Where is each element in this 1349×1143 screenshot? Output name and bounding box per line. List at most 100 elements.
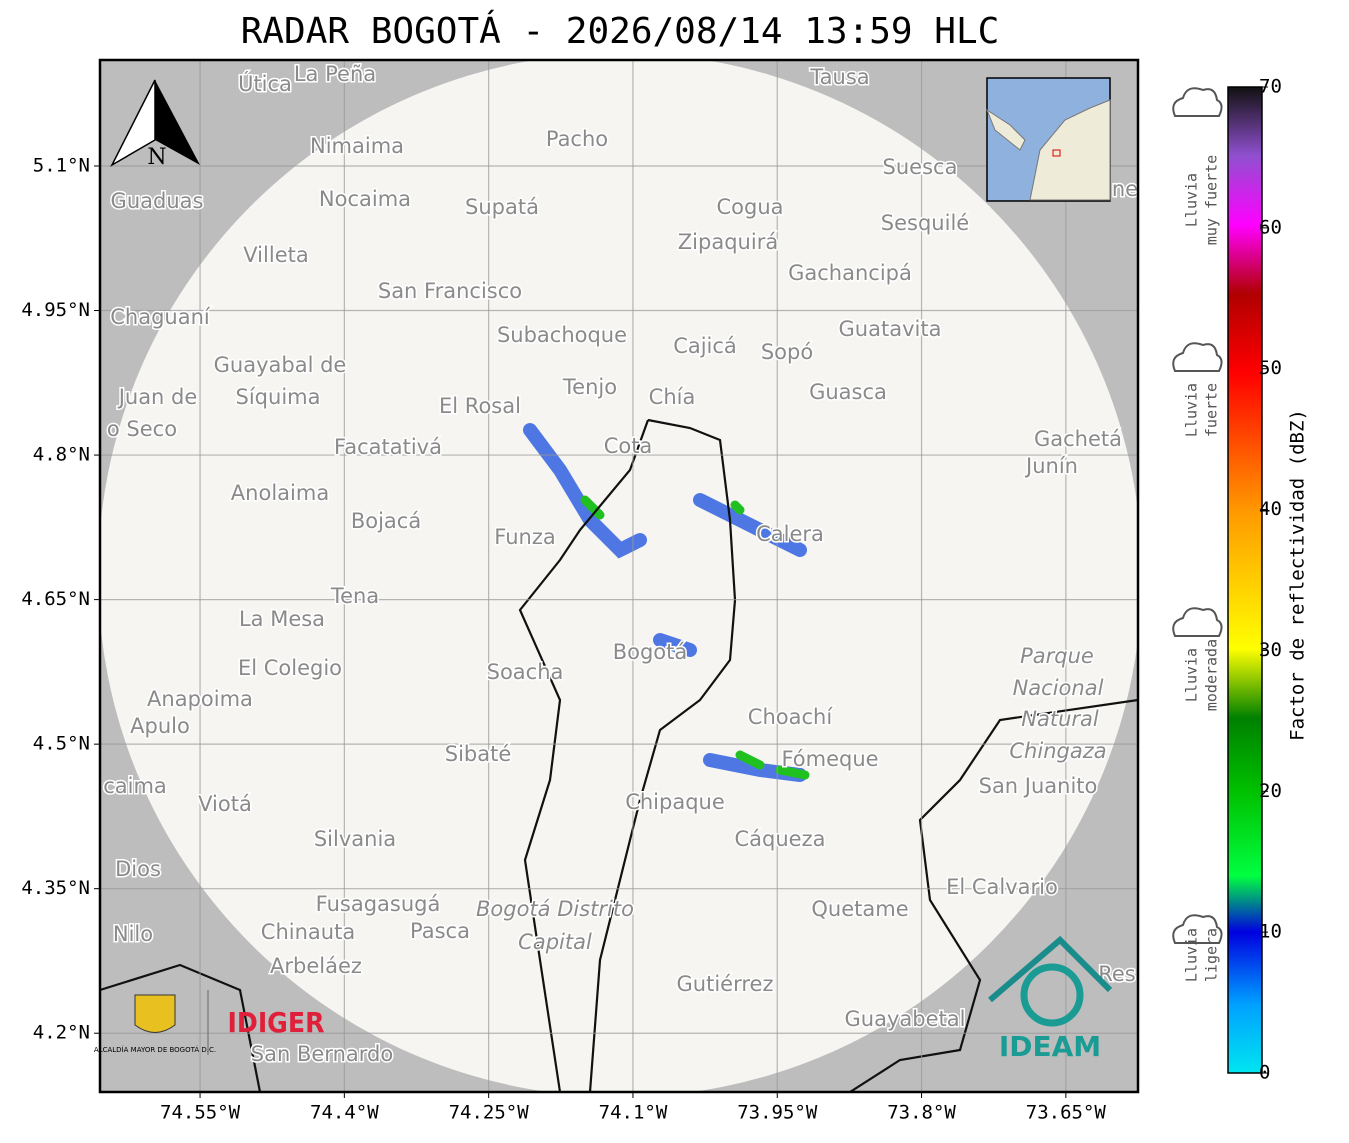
rain-category: Lluvia: [1183, 383, 1201, 437]
north-label: N: [147, 145, 166, 170]
place-label: Guatavita: [839, 317, 942, 341]
place-label: Cogua: [716, 195, 783, 219]
y-tick-label: 4.5°N: [33, 733, 90, 755]
place-label: Quetame: [811, 897, 908, 921]
place-label: Tena: [330, 584, 379, 608]
place-label: Apulo: [130, 714, 190, 738]
rain-category: Lluvia: [1183, 648, 1201, 702]
place-label: Natural: [1021, 707, 1099, 731]
radar-echo: [580, 495, 810, 780]
place-label: Funza: [494, 525, 555, 549]
boundary: [100, 418, 1138, 1092]
x-tick-label: 74.1°W: [599, 1102, 668, 1124]
x-tick-label: 74.4°W: [310, 1102, 379, 1124]
place-label: Nimaima: [310, 134, 404, 158]
logo-idiger: IDIGER: [228, 1006, 325, 1039]
place-label: El Calvario: [946, 875, 1058, 899]
place-label: Bogotá Distrito: [476, 897, 634, 921]
place-label: Anapoima: [147, 687, 253, 711]
colorbar-tick-label: 0: [1259, 1062, 1270, 1084]
logo-caption: ALCALDÍA MAYOR DE BOGOTÁ D.C.: [94, 1045, 216, 1054]
place-label: Tausa: [809, 65, 869, 89]
title: RADAR BOGOTÁ - 2026/08/14 13:59 HLC: [241, 10, 1000, 52]
place-label: San Juanito: [979, 774, 1098, 798]
rain-category: Lluvia: [1183, 173, 1201, 227]
x-tick-label: 74.25°W: [449, 1102, 530, 1124]
place-label: Síquima: [236, 385, 321, 409]
place-label: El Colegio: [238, 656, 342, 680]
inset-land: [985, 99, 1111, 201]
colorbar: [1227, 86, 1263, 1074]
place-label: Pasca: [410, 919, 470, 943]
place-label: Facatativá: [334, 435, 442, 459]
place-label: Chipaque: [625, 790, 725, 814]
place-label: Sibaté: [445, 742, 512, 766]
place-label: Guayabal de: [214, 353, 347, 377]
place-label: Gachancipá: [788, 261, 912, 285]
colorbar-label: Factor de reflectividad (dBZ): [1287, 409, 1309, 741]
place-label: San Bernardo: [251, 1042, 393, 1066]
place-label: Capital: [518, 930, 592, 954]
place-label: Dios: [115, 857, 161, 881]
place-label: Tenjo: [562, 375, 617, 399]
place-labels: Útica La Peña Tausa Pacho Nimaima Guaduas Noca…: [102, 61, 1138, 1068]
place-label: Chía: [649, 385, 696, 409]
place-label: Anolaima: [231, 481, 329, 505]
place-label: Cáqueza: [735, 827, 826, 851]
logo-shield: [134, 994, 176, 1033]
y-tick-label: 4.8°N: [33, 444, 90, 466]
radar-echo: [523, 423, 807, 782]
x-tick-label: 73.65°W: [1026, 1102, 1107, 1124]
map-frame: [98, 58, 1140, 1094]
place-label: Villeta: [243, 243, 308, 267]
y-tick-label: 4.35°N: [21, 877, 90, 899]
place-label: Fusagasugá: [316, 892, 441, 916]
place-label: Suesca: [883, 155, 958, 179]
place-label: o Seco: [107, 417, 177, 441]
place-label: Nilo: [113, 922, 153, 946]
place-label: caima: [103, 774, 167, 798]
place-label: Viotá: [198, 792, 252, 816]
colorbar-tick-label: 30: [1259, 639, 1282, 661]
place-label: Fómeque: [781, 747, 878, 771]
place-label: El Rosal: [439, 394, 521, 418]
north-arrow: [155, 80, 200, 165]
place-label: Supatá: [465, 195, 539, 219]
rain-category: fuerte: [1203, 383, 1221, 437]
place-label: Útica: [238, 71, 292, 96]
rain-category: ligera: [1203, 928, 1221, 982]
rain-category: Lluvia: [1183, 928, 1201, 982]
place-label: Calera: [756, 522, 824, 546]
colorbar-tick-label: 20: [1259, 780, 1282, 802]
place-label: Sopó: [761, 340, 813, 364]
place-label: San Francisco: [378, 279, 522, 303]
rain-icon: [1172, 607, 1223, 637]
place-label: Cajicá: [673, 334, 737, 358]
colorbar-tick-label: 40: [1259, 498, 1282, 520]
logo-ideam-roof: [988, 935, 1113, 1003]
colorbar-tick-label: 50: [1259, 357, 1282, 379]
y-tick-label: 4.2°N: [33, 1022, 90, 1044]
place-label: Pacho: [546, 127, 608, 151]
y-tick-label: 5.1°N: [33, 154, 90, 176]
colorbar-tick-label: 70: [1259, 76, 1282, 98]
place-label: Sesquilé: [881, 211, 969, 235]
x-tick-label: 73.8°W: [887, 1102, 956, 1124]
y-tick-label: 4.65°N: [21, 588, 90, 610]
place-label: Gachetá: [1034, 427, 1122, 451]
place-label: Bogotá: [613, 640, 688, 664]
place-label: Gutiérrez: [677, 972, 774, 996]
place-label: Nacional: [1013, 676, 1104, 700]
place-label: ne: [1112, 177, 1138, 201]
rain-icon: [1172, 342, 1223, 372]
colorbar-tick-label: 10: [1259, 921, 1282, 943]
place-label: Soacha: [487, 660, 564, 684]
rain-category: moderada: [1203, 639, 1221, 711]
x-tick-label: 74.55°W: [160, 1102, 241, 1124]
rain-icon: [1172, 87, 1223, 117]
map-area: [100, 60, 1138, 1092]
place-label: Subachoque: [497, 323, 627, 347]
x-tick-label: 73.95°W: [737, 1102, 818, 1124]
inset-extent: [1052, 149, 1061, 157]
